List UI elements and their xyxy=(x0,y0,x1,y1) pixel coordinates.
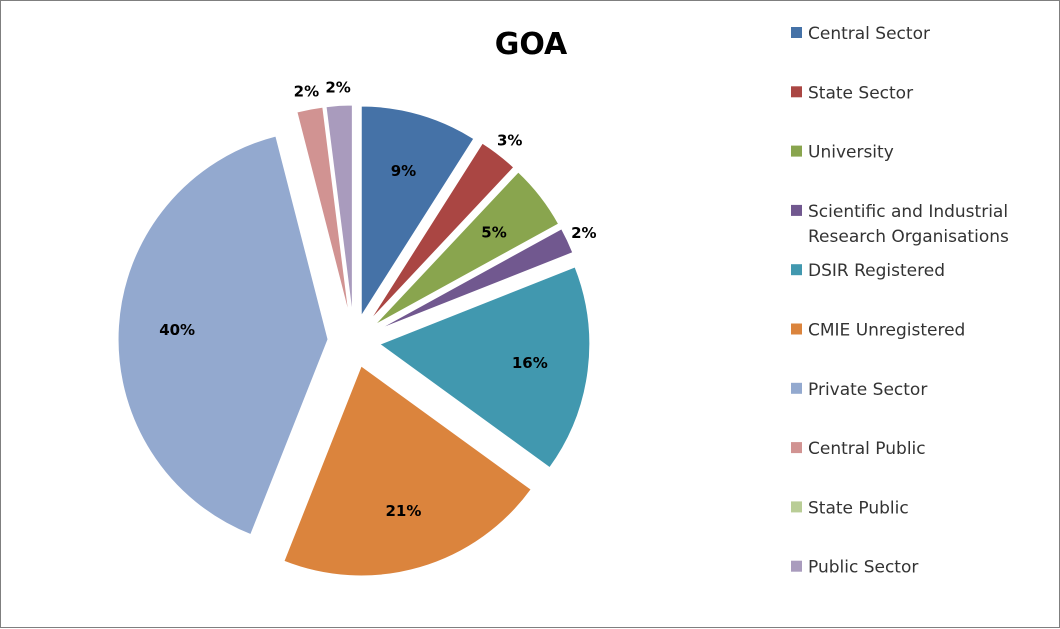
legend-label-central-sector: Central Sector xyxy=(808,24,930,44)
data-label-dsir-registered: 16% xyxy=(512,354,548,372)
pie-slice-dsir-registered xyxy=(378,266,591,469)
pie-slice-central-sector xyxy=(360,105,475,318)
pie-slice-cmie-unregistered xyxy=(283,365,532,577)
legend-swatch-central-public xyxy=(791,442,802,454)
pie-slice-state-sector xyxy=(369,142,515,321)
data-label-central-sector: 9% xyxy=(391,162,416,180)
legend-label-state-sector: State Sector xyxy=(808,83,913,103)
legend-swatch-dsir-registered xyxy=(791,264,802,276)
legend-swatch-cmie-unregistered xyxy=(791,323,802,335)
legend-swatch-private-sector xyxy=(791,382,802,394)
legend-label-scientific-and-industrial-research-organisations: Scientific and Industrial Research Organi… xyxy=(808,202,1009,247)
legend-swatch-state-sector xyxy=(791,86,802,98)
legend-item-central-sector: Central Sector xyxy=(791,24,930,44)
legend-item-central-public: Central Public xyxy=(791,439,926,459)
legend-item-public-sector: Public Sector xyxy=(791,558,918,578)
pie-slice-scientific-and-industrial-research-organisations xyxy=(377,228,574,331)
legend-swatch-public-sector xyxy=(791,560,802,572)
legend-label-public-sector: Public Sector xyxy=(808,558,918,578)
legend-item-private-sector: Private Sector xyxy=(791,380,927,400)
legend-label-private-sector: Private Sector xyxy=(808,380,927,400)
data-label-private-sector: 40% xyxy=(159,321,195,339)
data-label-scientific-and-industrial-research-organisations: 2% xyxy=(571,224,596,242)
data-label-state-sector: 3% xyxy=(497,131,522,149)
legend-label-dsir-registered: DSIR Registered xyxy=(808,261,945,281)
legend-label-cmie-unregistered: CMIE Unregistered xyxy=(808,321,965,341)
legend-item-state-public: State Public xyxy=(791,498,909,518)
pie-slice-university xyxy=(374,171,560,326)
chart-title: GOA xyxy=(495,27,568,62)
legend-item-state-sector: State Sector xyxy=(791,83,913,103)
pie-labels: 9% 3% 5% 2% 16% 21% 40% 2% 2% xyxy=(159,79,596,521)
legend-swatch-scientific-and-industrial-research-organisations xyxy=(791,204,802,216)
legend-label-state-public: State Public xyxy=(808,498,909,518)
legend-swatch-state-public xyxy=(791,501,802,513)
legend-swatch-central-sector xyxy=(791,27,802,38)
pie-slice-public-sector xyxy=(325,104,353,316)
legend-item-dsir-registered: DSIR Registered xyxy=(791,261,945,281)
legend-item-university: University xyxy=(791,143,894,163)
pie-slice-private-sector xyxy=(117,135,329,536)
legend-swatch-university xyxy=(791,145,802,157)
legend-item-cmie-unregistered: CMIE Unregistered xyxy=(791,321,965,341)
data-label-university: 5% xyxy=(481,223,506,241)
legend-label-central-public: Central Public xyxy=(808,439,926,459)
legend-item-scientific-and-industrial-research-organisations: Scientific and Industrial Research Organi… xyxy=(791,202,1009,247)
pie-slices xyxy=(117,104,591,577)
legend-label-university: University xyxy=(808,143,894,163)
legend: Central Sector State Sector University Scie… xyxy=(791,24,1009,578)
data-label-cmie-unregistered: 21% xyxy=(385,502,421,520)
data-label-public-sector: 2% xyxy=(325,79,350,97)
data-label-central-public: 2% xyxy=(294,82,319,100)
pie-slice-central-public xyxy=(296,106,350,316)
